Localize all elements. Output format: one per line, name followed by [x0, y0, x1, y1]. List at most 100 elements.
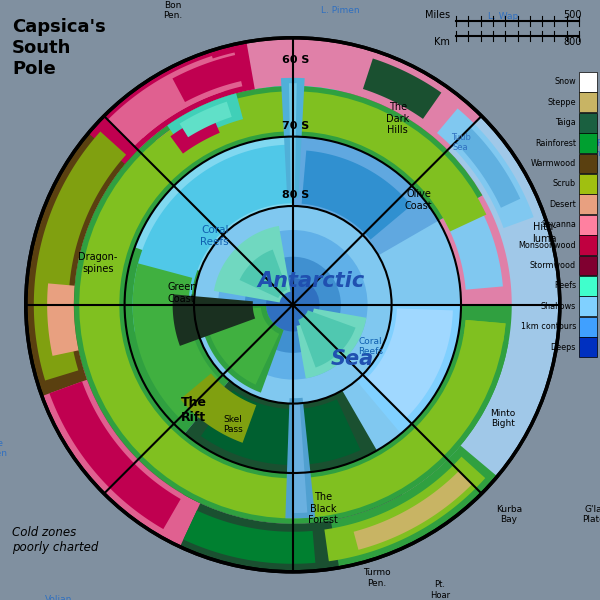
Text: 500: 500	[563, 10, 582, 20]
Text: Skel
Pass: Skel Pass	[223, 415, 242, 434]
Text: Deeps: Deeps	[551, 343, 576, 352]
Polygon shape	[125, 137, 293, 362]
Text: Hith-
luma: Hith- luma	[533, 222, 557, 244]
Bar	[579, 215, 597, 235]
Polygon shape	[392, 320, 506, 480]
Polygon shape	[298, 310, 356, 368]
Text: Shallows: Shallows	[541, 302, 576, 311]
Polygon shape	[85, 176, 152, 341]
Polygon shape	[293, 137, 439, 256]
Text: 80 S: 80 S	[281, 190, 309, 200]
Polygon shape	[293, 403, 307, 513]
Text: Coral
Reefs: Coral Reefs	[358, 337, 383, 356]
Polygon shape	[247, 38, 362, 94]
Text: Warmwood: Warmwood	[531, 159, 576, 168]
Text: Cold zones
poorly charted: Cold zones poorly charted	[12, 526, 98, 554]
Bar	[579, 194, 597, 214]
Bar	[579, 92, 597, 112]
Circle shape	[245, 257, 341, 353]
Polygon shape	[119, 52, 242, 138]
Polygon shape	[455, 127, 520, 208]
Polygon shape	[159, 494, 339, 572]
Text: 60 S: 60 S	[281, 55, 309, 65]
Text: Scrub: Scrub	[553, 179, 576, 188]
Text: 70 S: 70 S	[281, 121, 309, 131]
Polygon shape	[356, 305, 461, 434]
Text: Tuub
Sea: Tuub Sea	[451, 133, 471, 152]
Bar	[579, 276, 597, 296]
Polygon shape	[91, 203, 131, 289]
Text: Olive
Coast: Olive Coast	[405, 189, 433, 211]
Polygon shape	[312, 446, 497, 571]
Bar	[579, 235, 597, 255]
Polygon shape	[79, 91, 506, 518]
Text: Turmo
Pen.: Turmo Pen.	[363, 568, 391, 587]
Polygon shape	[201, 390, 361, 465]
Circle shape	[218, 230, 368, 380]
Polygon shape	[167, 94, 243, 148]
Text: The
Rift: The Rift	[181, 396, 207, 424]
Bar	[579, 337, 597, 357]
Text: Monsoonwood: Monsoonwood	[518, 241, 576, 250]
Polygon shape	[437, 109, 533, 228]
Polygon shape	[173, 295, 255, 346]
Text: Retho-
na Sea: Retho- na Sea	[595, 139, 600, 158]
Polygon shape	[47, 283, 79, 356]
Text: Lake
Cheen: Lake Cheen	[0, 439, 7, 458]
Bar	[579, 296, 597, 316]
Bar	[579, 317, 597, 337]
Polygon shape	[172, 54, 245, 102]
Polygon shape	[74, 150, 174, 369]
Text: Sea: Sea	[331, 349, 374, 369]
Polygon shape	[82, 349, 209, 494]
Polygon shape	[266, 86, 338, 140]
Polygon shape	[302, 151, 412, 239]
Polygon shape	[35, 361, 200, 547]
Polygon shape	[79, 162, 164, 356]
Polygon shape	[130, 89, 263, 192]
Text: Volian
Gulf: Volian Gulf	[45, 595, 73, 600]
Polygon shape	[133, 263, 219, 418]
Polygon shape	[199, 305, 284, 392]
Polygon shape	[88, 42, 255, 164]
Polygon shape	[353, 471, 472, 550]
Bar	[579, 256, 597, 275]
Text: Minto
Bight: Minto Bight	[490, 409, 515, 428]
Text: L. Wap: L. Wap	[488, 13, 518, 22]
Polygon shape	[26, 116, 138, 396]
Text: L. Pimen: L. Pimen	[322, 6, 360, 15]
Text: The
Dark
Hills: The Dark Hills	[386, 102, 409, 136]
Text: Dragon-
spines: Dragon- spines	[78, 252, 118, 274]
Text: Steppe: Steppe	[548, 98, 576, 107]
Polygon shape	[155, 101, 236, 166]
Polygon shape	[181, 373, 256, 443]
Text: Stormwood: Stormwood	[530, 261, 576, 270]
Bar	[579, 174, 597, 194]
Circle shape	[266, 278, 320, 331]
Circle shape	[194, 206, 392, 404]
Text: Kurba
Bay: Kurba Bay	[496, 505, 522, 524]
Polygon shape	[149, 99, 254, 178]
Bar	[579, 72, 597, 92]
Polygon shape	[214, 226, 290, 302]
Text: Coral
Reefs: Coral Reefs	[200, 225, 229, 247]
Polygon shape	[426, 169, 503, 290]
Polygon shape	[205, 308, 279, 385]
Polygon shape	[363, 58, 442, 119]
Text: Capsica's
South
Pole: Capsica's South Pole	[12, 18, 106, 77]
Polygon shape	[289, 83, 296, 193]
Text: Miles: Miles	[425, 10, 450, 20]
Polygon shape	[170, 113, 220, 154]
Polygon shape	[296, 308, 367, 379]
Polygon shape	[184, 451, 402, 524]
Polygon shape	[185, 380, 377, 473]
Polygon shape	[108, 56, 223, 146]
Polygon shape	[325, 457, 485, 561]
Polygon shape	[349, 47, 482, 150]
Polygon shape	[412, 150, 512, 305]
Bar	[579, 154, 597, 173]
Polygon shape	[26, 38, 482, 572]
Polygon shape	[74, 86, 508, 524]
Polygon shape	[179, 101, 232, 137]
Text: Bon
Pen.: Bon Pen.	[163, 1, 182, 20]
